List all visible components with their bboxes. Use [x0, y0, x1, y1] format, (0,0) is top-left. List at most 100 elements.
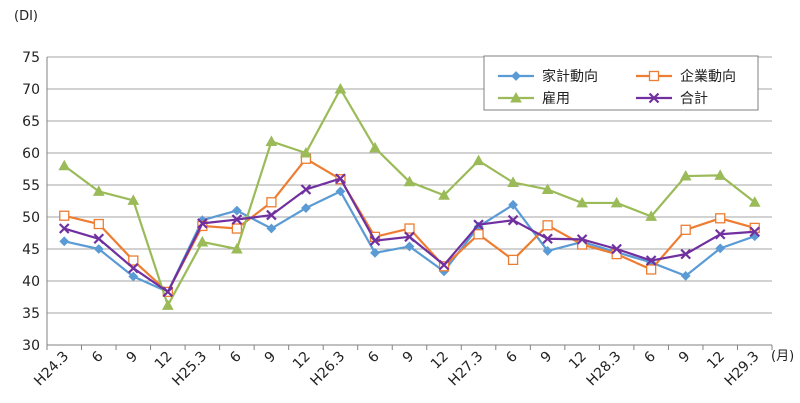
data-point — [369, 235, 381, 246]
y-tick-label: 45 — [22, 242, 40, 258]
data-point — [334, 82, 347, 94]
legend-item: 雇用 — [498, 90, 570, 107]
data-point — [576, 234, 588, 245]
data-point — [93, 233, 105, 245]
data-point — [576, 196, 588, 208]
legend-item: 家計動向 — [498, 68, 598, 85]
y-tick-label: 30 — [22, 338, 40, 354]
data-point — [403, 175, 416, 187]
data-point — [714, 229, 726, 240]
data-point — [58, 159, 71, 171]
legend-label: 家計動向 — [542, 68, 598, 85]
data-point — [680, 270, 691, 281]
legend-marker — [511, 71, 521, 81]
data-point — [231, 242, 243, 254]
data-point — [542, 233, 553, 245]
x-tick-label: H29.3 — [722, 349, 763, 390]
data-point — [266, 197, 277, 208]
series-0 — [59, 186, 760, 297]
data-point — [92, 185, 105, 196]
data-point — [680, 224, 691, 235]
data-point — [161, 299, 174, 310]
series-2 — [58, 82, 761, 310]
data-point — [404, 223, 415, 234]
x-axis-unit: (月) — [771, 349, 794, 364]
data-point — [196, 235, 209, 247]
data-point — [611, 243, 622, 255]
axes — [46, 57, 773, 350]
data-point — [507, 254, 519, 266]
y-tick-label: 35 — [22, 306, 40, 322]
data-point — [610, 196, 623, 208]
x-tick-label: 6 — [227, 348, 245, 366]
data-point — [438, 189, 450, 200]
legend-marker — [510, 91, 522, 103]
data-point — [197, 220, 208, 232]
series-layer — [58, 82, 761, 310]
data-point — [266, 209, 277, 221]
data-point — [748, 196, 761, 207]
y-tick-labels: 30 35 40 45 50 55 60 65 70 75 — [22, 50, 40, 354]
x-tick-label: 6 — [503, 348, 521, 366]
data-point — [645, 210, 658, 221]
data-point — [542, 220, 553, 231]
data-point — [680, 248, 691, 260]
y-tick-label: 40 — [22, 274, 40, 290]
data-point — [265, 135, 278, 146]
data-point — [472, 154, 485, 166]
data-point — [58, 223, 70, 234]
data-point — [335, 186, 346, 197]
data-point — [300, 146, 312, 158]
data-point — [231, 205, 242, 216]
series-3 — [58, 173, 761, 298]
data-point — [93, 244, 104, 254]
legend-box — [483, 55, 759, 111]
data-point — [645, 255, 657, 266]
data-point — [301, 203, 311, 213]
data-point — [59, 236, 70, 247]
x-tick-label: 12 — [428, 349, 452, 373]
data-point — [507, 176, 519, 187]
data-point — [231, 223, 243, 234]
x-tick-label: 9 — [262, 349, 280, 367]
data-point — [715, 213, 726, 224]
data-point — [300, 184, 312, 195]
x-tick-label: 6 — [365, 348, 383, 366]
data-point — [508, 199, 518, 210]
x-tick-label: 9 — [124, 349, 142, 367]
data-point — [749, 226, 761, 237]
data-point — [128, 262, 139, 274]
x-tick-label: 6 — [641, 348, 659, 366]
legend-marker — [648, 92, 660, 104]
x-tick-label: 9 — [538, 349, 556, 367]
y-axis-unit: (DI) — [14, 9, 38, 24]
legend-item: 企業動向 — [636, 68, 736, 85]
x-tick-label: H26.3 — [307, 349, 348, 390]
legend-label: 合計 — [680, 91, 708, 107]
data-point — [646, 264, 657, 275]
data-point — [231, 214, 243, 225]
legend-marker — [648, 70, 660, 82]
y-tick-label: 70 — [22, 82, 40, 98]
x-tick-label: H24.3 — [31, 349, 72, 390]
legend-label: 雇用 — [542, 90, 570, 107]
data-point — [507, 214, 519, 226]
x-tick-label: 12 — [152, 349, 176, 373]
y-tick-label: 60 — [22, 146, 40, 162]
x-tick-label: H28.3 — [584, 349, 625, 390]
data-point — [438, 259, 450, 271]
data-point — [715, 243, 726, 254]
data-point — [335, 173, 346, 184]
data-point — [197, 218, 208, 229]
x-tick-label: 9 — [400, 349, 418, 367]
data-point — [473, 219, 484, 230]
legend-label: 企業動向 — [680, 68, 736, 85]
data-point — [93, 218, 104, 230]
data-point — [404, 231, 415, 243]
y-tick-label: 65 — [22, 114, 40, 130]
data-point — [266, 223, 277, 234]
data-point — [714, 169, 727, 180]
x-tick-label: 12 — [566, 349, 590, 373]
y-tick-label: 50 — [22, 210, 40, 226]
